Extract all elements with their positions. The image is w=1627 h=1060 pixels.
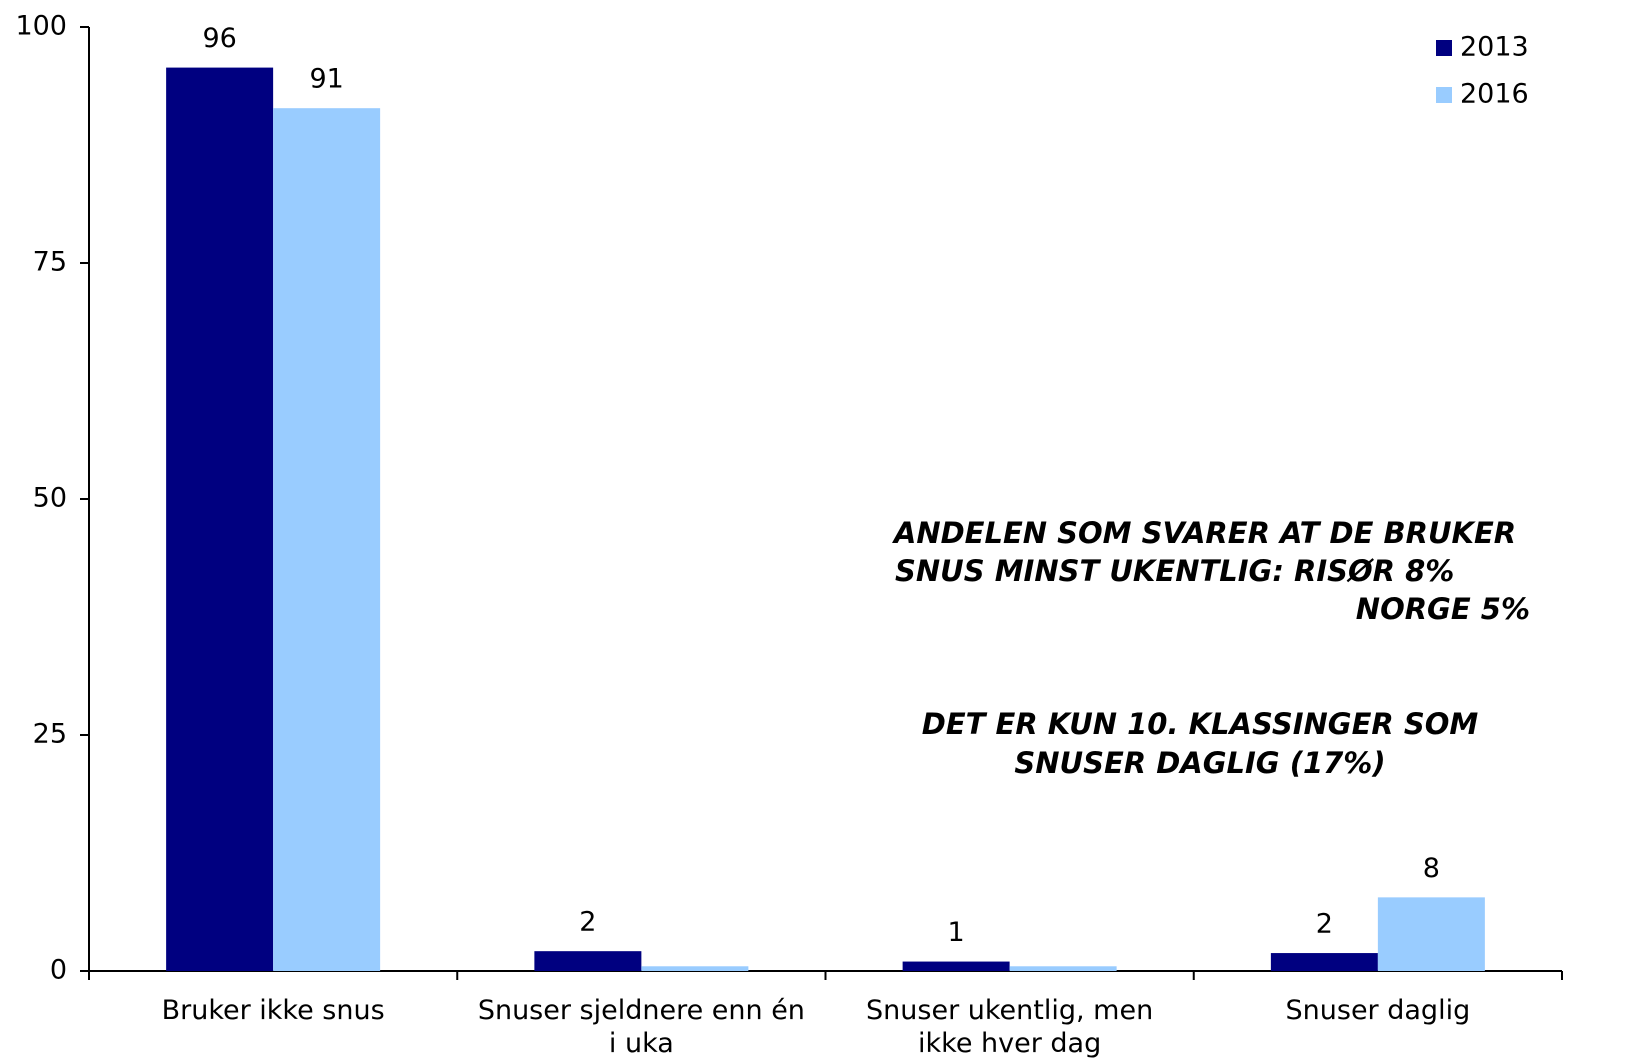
- bar: [902, 961, 1010, 971]
- data-label: 2: [579, 907, 596, 938]
- legend-label: 2013: [1460, 32, 1529, 63]
- annotation: SNUS MINST UKENTLIG: RISØR 8%: [895, 554, 1454, 588]
- legend-swatch: [1436, 40, 1452, 56]
- data-label: 96: [202, 23, 236, 54]
- annotation: NORGE 5%: [1356, 592, 1530, 626]
- bar: [1377, 897, 1485, 971]
- legend-swatch: [1436, 87, 1452, 103]
- x-tick-label: Snuser sjeldnere enn én i uka: [477, 995, 805, 1059]
- bar: [273, 108, 381, 971]
- bar: [534, 951, 642, 971]
- bar: [1270, 953, 1378, 971]
- annotation: DET ER KUN 10. KLASSINGER SOM: [922, 707, 1479, 741]
- bar: [166, 67, 274, 972]
- data-label: 91: [309, 64, 343, 95]
- x-tick-label: Snuser daglig: [1285, 995, 1471, 1026]
- data-label: 2: [1316, 909, 1333, 940]
- data-label: 1: [948, 917, 965, 948]
- bar: [1009, 966, 1117, 971]
- y-tick-label: 50: [33, 483, 67, 514]
- y-tick-label: 75: [33, 247, 67, 278]
- data-label: 8: [1423, 853, 1440, 884]
- annotation: ANDELEN SOM SVARER AT DE BRUKER: [892, 516, 1516, 550]
- y-tick-label: 0: [50, 955, 67, 986]
- x-tick-label: Snuser ukentlig, men ikke hver dag: [866, 995, 1154, 1059]
- y-tick-label: 100: [15, 11, 67, 42]
- annotation: SNUSER DAGLIG (17%): [1014, 746, 1385, 780]
- bar: [641, 966, 749, 971]
- y-tick-label: 25: [33, 719, 67, 750]
- x-tick-label: Bruker ikke snus: [161, 995, 385, 1026]
- legend-label: 2016: [1460, 79, 1529, 110]
